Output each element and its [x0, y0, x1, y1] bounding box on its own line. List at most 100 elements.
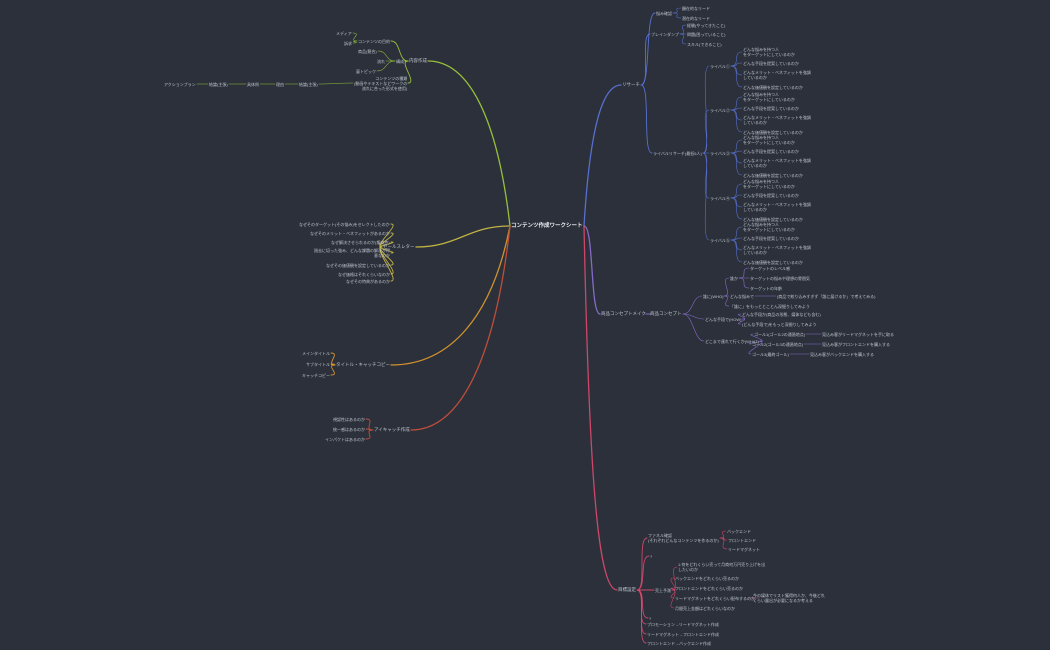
node-rv1q1[interactable]: どんな悩みを持つ人 をターゲットにしているのか: [743, 47, 795, 57]
node-rv4[interactable]: ライバル④: [710, 195, 730, 201]
node-rv2q3[interactable]: どんなメリット・ベネフィットを強調 しているのか: [743, 115, 811, 125]
node-g5[interactable]: 理由: [276, 81, 284, 87]
node-rv4q3[interactable]: どんなメリット・ベネフィットを強調 しているのか: [743, 202, 811, 212]
node-p1[interactable]: ファネル確認 (それぞれどんなコンテンツを作るのか): [648, 533, 719, 543]
node-rv1q4[interactable]: どんな価値観を設定しているのか: [743, 84, 803, 90]
node-s7[interactable]: なぜその特典があるのか: [346, 278, 390, 284]
node-g4[interactable]: 結論(主張): [299, 81, 318, 87]
node-g3[interactable]: コンテンツの種類 (動画やテキストなどワークの 流れに合った形式を使用): [354, 75, 408, 91]
node-r2c[interactable]: スキル(できること): [687, 41, 722, 47]
node-rv2q2[interactable]: どんな手段を提案しているのか: [743, 105, 799, 111]
node-g2b[interactable]: 流れ: [377, 58, 385, 64]
node-g0[interactable]: 内容作成: [409, 58, 427, 63]
node-c2b[interactable]: どんな悩みで: [730, 293, 754, 299]
node-rv3q2[interactable]: どんな手段を提案しているのか: [743, 148, 799, 154]
node-s2[interactable]: なぜそのメリット・ベネフィットがあるのか: [310, 230, 390, 236]
node-rv5q2[interactable]: どんな手段を提案しているのか: [743, 235, 799, 241]
node-c2c[interactable]: 「誰に」をもっととことん深掘りしてみよう: [730, 303, 810, 309]
node-rv5q3[interactable]: どんなメリット・ベネフィットを強調 しているのか: [743, 245, 811, 255]
node-c1[interactable]: 商品コンセプト: [650, 311, 682, 316]
node-rv5q4[interactable]: どんな価値観を設定しているのか: [743, 259, 803, 265]
node-s6[interactable]: なぜ価格はそれくらいなのか: [338, 271, 390, 277]
node-c0[interactable]: 商品コンセプトメイク: [601, 311, 646, 316]
node-c2[interactable]: 誰に(WHO): [703, 293, 724, 299]
node-rv1q3[interactable]: どんなメリット・ベネフィットを強調 しているのか: [743, 70, 811, 80]
node-r1a[interactable]: 顕在的なリード: [682, 5, 710, 11]
node-p3b[interactable]: バックエンドをどれくらい売るのか: [675, 575, 739, 581]
node-c2a3[interactable]: ターゲットの年齢: [750, 285, 782, 291]
node-rv5q1[interactable]: どんな悩みを持つ人 をターゲットにしているのか: [743, 222, 795, 232]
node-c3b[interactable]: (どんな手段で)をもっと深掘りしてみよう: [742, 321, 817, 327]
node-p2[interactable]: ?: [650, 553, 653, 559]
node-s5[interactable]: なぜその価値観を設定しているのか: [326, 262, 390, 268]
node-p1a[interactable]: バックエンド: [727, 528, 751, 534]
node-rv3q3[interactable]: どんなメリット・ベネフィットを強調 しているのか: [743, 158, 811, 168]
node-r2b[interactable]: 問題(困っていること): [687, 31, 726, 37]
node-rv1q2[interactable]: どんな手段を提案しているのか: [743, 60, 799, 66]
node-c3a[interactable]: どんな手段か(商品の形態、媒体なども含む): [742, 311, 821, 317]
node-e2[interactable]: 統一感はあるのか: [333, 426, 365, 432]
node-p7[interactable]: フロントエンド→バックエンド作成: [647, 640, 711, 646]
node-rv4q2[interactable]: どんな手段を提案しているのか: [743, 192, 799, 198]
node-g1[interactable]: コンテンツの目的: [358, 38, 390, 44]
node-c4[interactable]: どこまで連れて行くか(WHAT): [705, 338, 759, 344]
node-e3[interactable]: インパクトはあるのか: [325, 436, 365, 442]
node-g2[interactable]: 構成: [396, 58, 404, 64]
node-p3[interactable]: 売上予測: [655, 587, 671, 593]
node-center[interactable]: コンテンツ作成ワークシート: [511, 222, 583, 229]
node-s3[interactable]: なぜ解決させられるのか(権威性): [331, 239, 390, 245]
node-r1b[interactable]: 潜在的なリード: [682, 15, 710, 21]
node-rv4q4[interactable]: どんな価値観を設定しているのか: [743, 216, 803, 222]
node-p3a[interactable]: 1:何をどれくらい売って月商何万円売り上げを出 したいのか: [678, 562, 766, 572]
node-e1[interactable]: 視認性はあるのか: [333, 416, 365, 422]
node-rv3q1[interactable]: どんな悩みを持つ人 をターゲットにしているのか: [743, 135, 795, 145]
node-rv2[interactable]: ライバル②: [710, 107, 730, 113]
node-rv5[interactable]: ライバル⑤: [710, 237, 730, 243]
node-s0[interactable]: セールスレター: [383, 244, 415, 249]
node-g1b[interactable]: 訴求: [344, 40, 352, 46]
node-p0[interactable]: 目標設定: [618, 587, 636, 592]
node-r1[interactable]: 悩み確認: [656, 10, 672, 16]
node-g1a[interactable]: メディア: [336, 30, 352, 36]
node-rv3q4[interactable]: どんな価値観を設定しているのか: [743, 172, 803, 178]
node-c4c1[interactable]: 見込み客がバックエンドを購入する: [810, 351, 874, 357]
node-t0[interactable]: タイトル・キャッチコピー: [336, 362, 390, 367]
node-r2a[interactable]: 経験(やってきたこと): [687, 22, 726, 28]
node-p3d1[interactable]: 今の媒体でリスト獲得何人か、今後どれ くらい露出が必要になるか考える: [753, 593, 825, 603]
node-rv4q1[interactable]: どんな悩みを持つ人 をターゲットにしているのか: [743, 179, 795, 189]
node-e0[interactable]: アイキャッチ作成: [374, 427, 410, 432]
node-rv2q1[interactable]: どんな悩みを持つ人 をターゲットにしているのか: [743, 92, 795, 102]
node-c4c[interactable]: ゴール3(最終ゴール): [752, 351, 789, 357]
node-p1b[interactable]: フロントエンド: [728, 537, 756, 543]
node-t2[interactable]: サブタイトル: [306, 361, 330, 367]
node-p3c[interactable]: フロントエンドをどれくらい売るのか: [675, 585, 743, 591]
node-t3[interactable]: キャッチコピー: [302, 372, 330, 378]
node-g2c[interactable]: 裏トピック: [356, 68, 376, 74]
node-c2a[interactable]: 誰か: [730, 275, 738, 281]
node-g7[interactable]: 結論(主張): [209, 81, 228, 87]
node-c4a[interactable]: ゴール1(ゴール2の通過地点): [754, 331, 806, 337]
node-p6[interactable]: リードマグネット→フロントエンド作成: [647, 631, 719, 637]
node-p4[interactable]: ?: [649, 615, 652, 621]
node-c3[interactable]: どんな手段で(HOW): [705, 316, 742, 322]
node-rv3[interactable]: ライバル③: [710, 150, 730, 156]
node-rv1[interactable]: ライバル①: [710, 63, 730, 69]
node-p1c[interactable]: リードマグネット: [728, 546, 760, 552]
node-g8[interactable]: アクションプラン: [164, 81, 196, 87]
node-g6[interactable]: 具体例: [247, 81, 259, 87]
node-p3d[interactable]: リードマグネットをどれくらい配布するのか: [675, 595, 755, 601]
node-r0[interactable]: リサーチ: [622, 82, 640, 87]
node-s4[interactable]: 過去に培った強み、どんな課題の解決が得 意なのか: [314, 248, 390, 258]
node-p5[interactable]: プロモーション→リードマグネット作成: [647, 621, 719, 627]
node-c2a1[interactable]: ターゲットのレベル感: [750, 265, 790, 271]
node-r2[interactable]: ブレインダンプ: [651, 31, 679, 37]
node-c2b1[interactable]: (商品で絞り込みすぎず「誰に届けるか」で考えてみる): [777, 293, 876, 299]
node-c4b[interactable]: ゴール2(ゴール3の通過地点): [752, 341, 804, 347]
node-g2a[interactable]: 商品(競合): [358, 48, 377, 54]
node-c4a1[interactable]: 見込み客がリードマグネットを手に取る: [822, 331, 894, 337]
node-p3e[interactable]: 月間売上金額はどれくらいなのか: [675, 605, 735, 611]
node-t1[interactable]: メインタイトル: [302, 350, 330, 356]
node-c4b1[interactable]: 見込み客がフロントエンドを購入する: [822, 341, 890, 347]
node-r3[interactable]: ライバルリサーチ(最低5人): [653, 150, 702, 156]
node-rv2q4[interactable]: どんな価値観を設定しているのか: [743, 129, 803, 135]
